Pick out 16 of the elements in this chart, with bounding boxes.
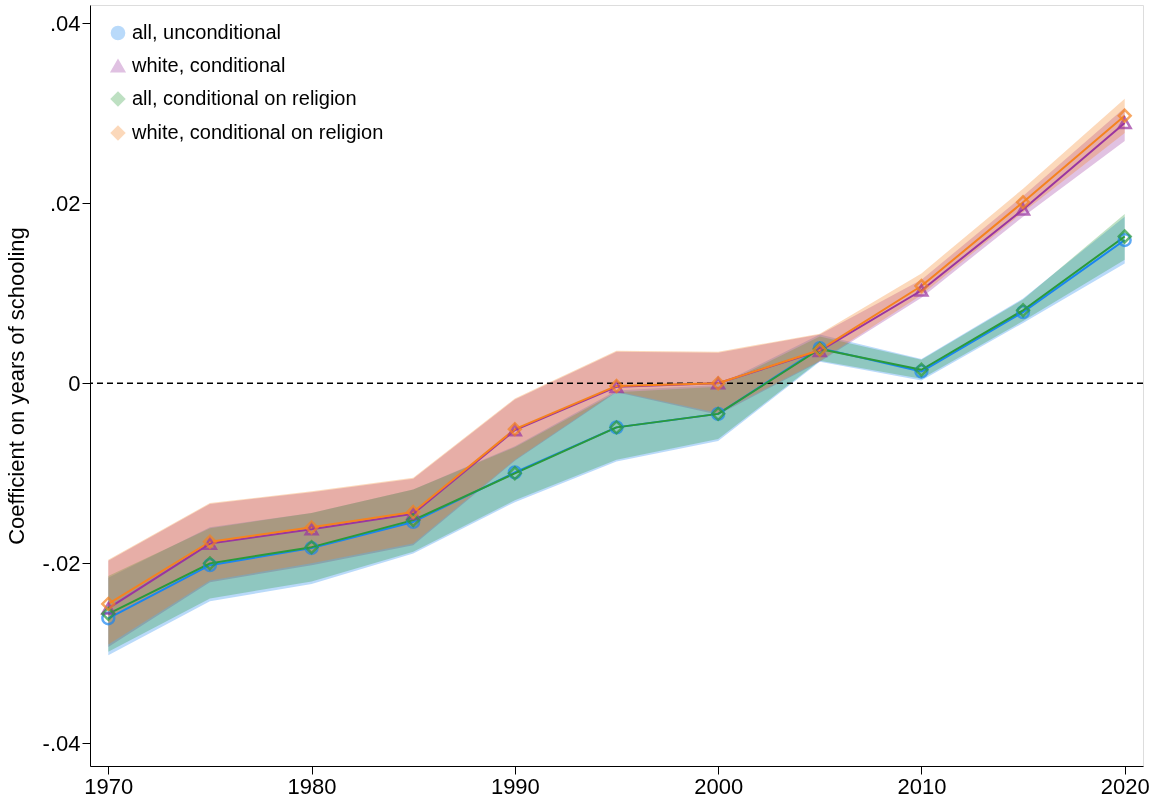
x-tick-label: 2010 bbox=[897, 773, 947, 799]
y-tick-label: -.02 bbox=[42, 550, 81, 576]
legend-label: white, conditional bbox=[131, 54, 286, 76]
y-tick-label: -.04 bbox=[42, 730, 81, 756]
y-tick-label: .04 bbox=[49, 10, 81, 36]
legend-label: all, unconditional bbox=[132, 21, 281, 43]
x-tick-label: 1990 bbox=[490, 773, 540, 799]
x-tick-label: 1970 bbox=[84, 773, 134, 799]
y-tick-label: .02 bbox=[49, 190, 81, 216]
x-tick-label: 1980 bbox=[287, 773, 337, 799]
y-tick-label: 0 bbox=[68, 370, 81, 396]
legend-label: all, conditional on religion bbox=[132, 87, 357, 109]
y-axis-title: Coefficient on years of schooling bbox=[3, 227, 29, 545]
x-tick-label: 2000 bbox=[694, 773, 744, 799]
legend-label: white, conditional on religion bbox=[131, 121, 384, 143]
x-tick-label: 2020 bbox=[1100, 773, 1150, 799]
